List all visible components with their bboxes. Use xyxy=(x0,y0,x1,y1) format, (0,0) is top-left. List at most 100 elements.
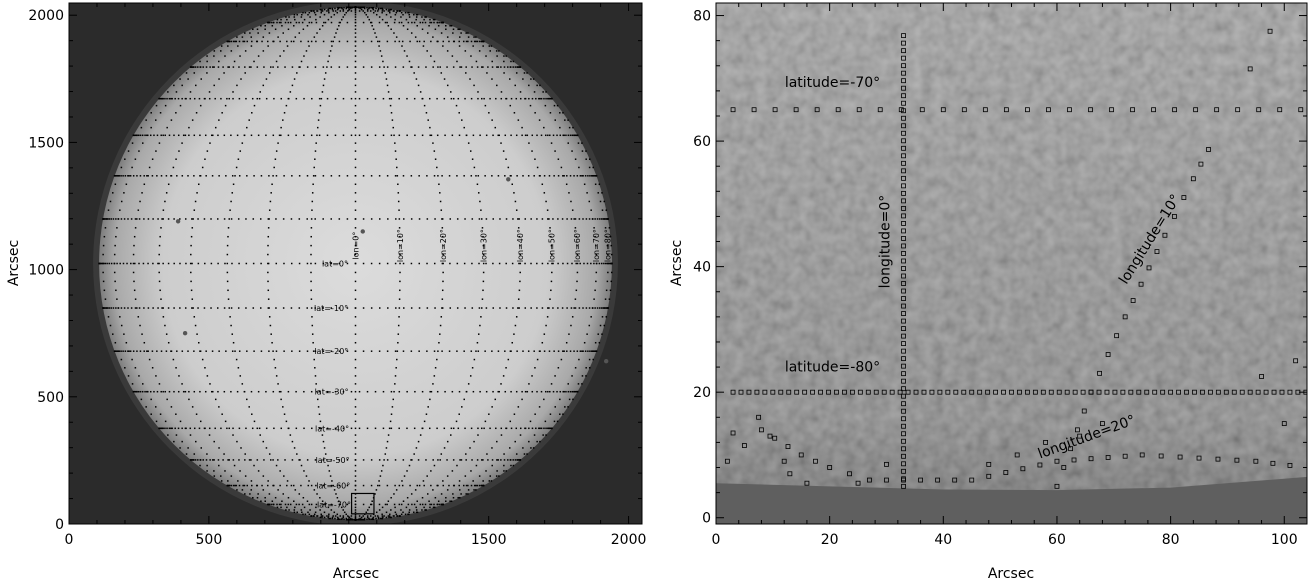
longitude-grid-point xyxy=(146,390,148,393)
latitude-grid-point xyxy=(217,459,220,461)
latitude-grid-point xyxy=(535,97,537,100)
latitude-grid-point xyxy=(552,307,554,309)
longitude-grid-point xyxy=(399,271,401,274)
longitude-grid-point xyxy=(393,134,395,137)
longitude-point xyxy=(901,431,906,437)
longitude-grid-point xyxy=(204,158,206,160)
latitude-point xyxy=(1096,389,1102,395)
longitude-grid-point xyxy=(293,447,296,449)
longitude-grid-point xyxy=(271,341,273,344)
longitude-grid-point xyxy=(198,183,200,186)
longitude-grid-point xyxy=(461,119,463,121)
longitude-grid-point xyxy=(351,518,354,521)
latitude-grid-point xyxy=(448,40,450,43)
latitude-grid-point xyxy=(270,459,272,461)
longitude-grid-point xyxy=(314,375,317,377)
latitude-grid-point xyxy=(147,218,150,220)
longitude-grid-point xyxy=(365,511,368,514)
longitude-grid-point xyxy=(393,32,395,34)
longitude-grid-point xyxy=(387,434,390,436)
longitude-grid-point xyxy=(206,375,209,377)
latitude-grid-point xyxy=(323,503,325,506)
latitude-grid-point xyxy=(156,350,158,352)
lat-label: lat=-40° xyxy=(315,424,349,433)
longitude-point xyxy=(1162,232,1168,238)
latitude-grid-point xyxy=(238,484,241,487)
longitude-grid-point xyxy=(524,97,527,100)
longitude-grid-point xyxy=(605,209,608,211)
longitude-grid-point xyxy=(159,289,161,292)
longitude-grid-point xyxy=(311,209,313,211)
longitude-grid-point xyxy=(308,45,310,47)
longitude-grid-point xyxy=(341,6,343,9)
longitude-grid-point xyxy=(322,440,325,443)
longitude-grid-point xyxy=(124,158,126,160)
longitude-grid-point xyxy=(408,11,410,14)
latitude-grid-point xyxy=(585,307,588,309)
longitude-grid-point xyxy=(359,519,361,521)
longitude-grid-point xyxy=(426,50,428,52)
latitude-grid-point xyxy=(346,40,349,43)
longitude-grid-point xyxy=(296,72,298,74)
longitude-grid-point xyxy=(243,134,246,137)
longitude-grid-point xyxy=(305,50,308,52)
longitude-grid-point xyxy=(310,271,312,274)
longitude-grid-point xyxy=(595,253,598,256)
longitude-grid-point xyxy=(323,516,326,519)
longitude-point xyxy=(901,108,906,114)
longitude-grid-point xyxy=(595,262,598,265)
longitude-grid-point xyxy=(146,175,148,177)
latitude-grid-point xyxy=(394,459,397,461)
longitude-grid-point xyxy=(441,218,443,220)
longitude-grid-point xyxy=(396,166,398,169)
longitude-point xyxy=(1139,452,1145,458)
longitude-grid-point xyxy=(399,235,401,238)
longitude-grid-point xyxy=(228,66,230,68)
latitude-grid-point xyxy=(130,218,133,220)
longitude-grid-point xyxy=(193,72,196,74)
latitude-grid-point xyxy=(122,262,125,265)
latitude-grid-point xyxy=(176,350,178,352)
longitude-grid-point xyxy=(179,420,182,423)
latitude-grid-point xyxy=(409,484,411,487)
longitude-grid-point xyxy=(201,358,204,361)
longitude-grid-point xyxy=(450,25,453,27)
longitude-grid-point xyxy=(430,55,432,57)
longitude-grid-point xyxy=(354,72,357,74)
longitude-grid-point xyxy=(270,192,272,194)
longitude-grid-point xyxy=(592,307,594,309)
longitude-grid-point xyxy=(534,158,536,160)
latitude-grid-point xyxy=(147,307,150,309)
longitude-grid-point xyxy=(551,427,553,430)
latitude-grid-point xyxy=(605,307,607,309)
longitude-grid-point xyxy=(191,227,194,229)
latitude-grid-point xyxy=(402,262,405,265)
latitude-point xyxy=(985,389,991,395)
longitude-grid-point xyxy=(581,175,583,177)
longitude-grid-point xyxy=(133,235,136,238)
longitude-point xyxy=(901,130,906,136)
longitude-grid-point xyxy=(287,503,290,506)
longitude-grid-point xyxy=(440,72,443,74)
longitude-grid-point xyxy=(315,18,317,21)
latitude-grid-point xyxy=(280,503,282,506)
latitude-grid-point xyxy=(584,350,587,352)
longitude-point xyxy=(901,160,906,166)
longitude-grid-point xyxy=(467,36,470,38)
latitude-grid-point xyxy=(326,390,329,393)
longitude-grid-point xyxy=(230,50,233,52)
longitude-grid-point xyxy=(213,440,215,443)
latitude-grid-point xyxy=(599,307,601,309)
longitude-point xyxy=(1172,214,1177,219)
latitude-grid-point xyxy=(232,459,235,461)
longitude-grid-point xyxy=(275,375,278,377)
longitude-grid-point xyxy=(443,447,446,449)
longitude-grid-point xyxy=(293,500,295,502)
longitude-grid-point xyxy=(534,413,536,415)
latitude-point xyxy=(802,389,808,395)
latitude-grid-point xyxy=(479,134,481,137)
longitude-grid-point xyxy=(287,427,290,430)
longitude-grid-point xyxy=(519,434,522,436)
latitude-grid-point xyxy=(566,307,568,309)
latitude-grid-point xyxy=(410,175,413,177)
